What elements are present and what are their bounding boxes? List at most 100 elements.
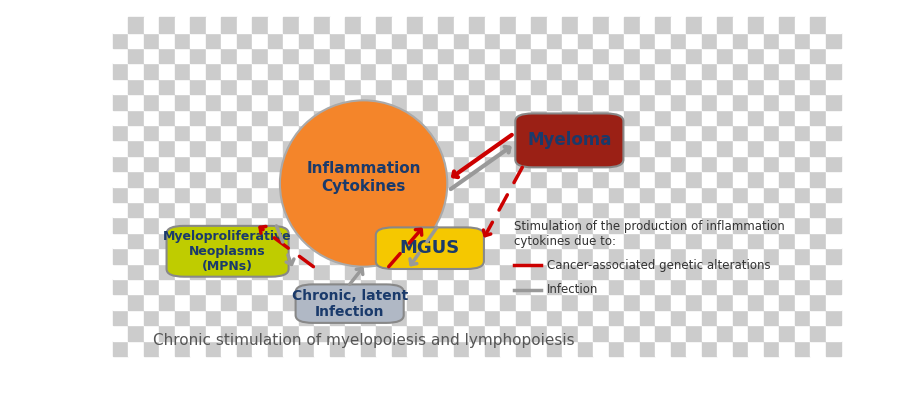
Bar	[484, 248, 500, 264]
Bar	[484, 325, 500, 341]
Bar	[562, 125, 578, 140]
Bar	[314, 341, 329, 356]
Bar	[717, 110, 733, 125]
Bar	[221, 325, 237, 341]
Bar	[546, 110, 562, 125]
Bar	[329, 264, 345, 279]
Bar	[701, 341, 717, 356]
Bar	[252, 294, 267, 310]
Bar	[593, 125, 608, 140]
Bar	[267, 94, 283, 110]
FancyBboxPatch shape	[166, 226, 289, 277]
Bar	[531, 79, 546, 94]
Bar	[717, 325, 733, 341]
Bar	[376, 294, 392, 310]
Bar	[454, 110, 469, 125]
Bar	[624, 156, 640, 171]
Bar	[329, 94, 345, 110]
Bar	[578, 94, 593, 110]
Bar	[655, 171, 670, 186]
Bar	[624, 79, 640, 94]
Bar	[175, 248, 190, 264]
Bar	[516, 32, 531, 48]
Bar	[422, 140, 438, 156]
Bar	[252, 63, 267, 79]
Bar	[314, 171, 329, 186]
Bar	[112, 186, 128, 202]
Bar	[546, 248, 562, 264]
Bar	[422, 325, 438, 341]
Bar	[640, 294, 655, 310]
Bar	[686, 63, 701, 79]
Bar	[159, 248, 175, 264]
Bar	[531, 156, 546, 171]
Bar	[112, 310, 128, 325]
Bar	[655, 202, 670, 218]
Bar	[407, 186, 422, 202]
Bar	[407, 248, 422, 264]
Bar	[546, 94, 562, 110]
Bar	[407, 79, 422, 94]
Bar	[407, 294, 422, 310]
Bar	[407, 63, 422, 79]
Bar	[252, 233, 267, 248]
Bar	[143, 233, 159, 248]
Bar	[516, 218, 531, 233]
Bar	[670, 248, 686, 264]
Bar	[159, 48, 175, 63]
Bar	[655, 248, 670, 264]
Bar	[608, 264, 624, 279]
Bar	[655, 17, 670, 32]
Bar	[733, 186, 748, 202]
Bar	[516, 110, 531, 125]
Bar	[562, 294, 578, 310]
Bar	[128, 48, 143, 63]
Bar	[469, 94, 484, 110]
Bar	[701, 32, 717, 48]
Bar	[143, 310, 159, 325]
Bar	[112, 264, 128, 279]
Bar	[562, 310, 578, 325]
Bar	[407, 17, 422, 32]
Bar	[593, 325, 608, 341]
Bar	[670, 279, 686, 294]
Bar	[779, 186, 795, 202]
Bar	[205, 110, 221, 125]
Bar	[516, 341, 531, 356]
Bar	[469, 79, 484, 94]
Bar	[733, 218, 748, 233]
Bar	[438, 32, 454, 48]
Bar	[795, 79, 810, 94]
Bar	[593, 171, 608, 186]
Bar	[500, 48, 516, 63]
Bar	[779, 63, 795, 79]
Bar	[112, 140, 128, 156]
Bar	[640, 140, 655, 156]
Bar	[546, 341, 562, 356]
Bar	[748, 110, 763, 125]
Bar	[283, 17, 299, 32]
Bar	[763, 186, 779, 202]
Bar	[454, 294, 469, 310]
Bar	[717, 186, 733, 202]
Bar	[763, 32, 779, 48]
Bar	[438, 140, 454, 156]
Bar	[640, 48, 655, 63]
Bar	[779, 79, 795, 94]
Bar	[701, 248, 717, 264]
Bar	[795, 125, 810, 140]
Bar	[175, 17, 190, 32]
Bar	[128, 233, 143, 248]
Bar	[314, 218, 329, 233]
Bar	[825, 341, 841, 356]
Bar	[593, 140, 608, 156]
Bar	[299, 94, 314, 110]
Bar	[159, 94, 175, 110]
Bar	[252, 341, 267, 356]
Bar	[717, 233, 733, 248]
Bar	[422, 310, 438, 325]
Bar	[376, 156, 392, 171]
Bar	[779, 218, 795, 233]
Bar	[779, 48, 795, 63]
Bar	[484, 140, 500, 156]
